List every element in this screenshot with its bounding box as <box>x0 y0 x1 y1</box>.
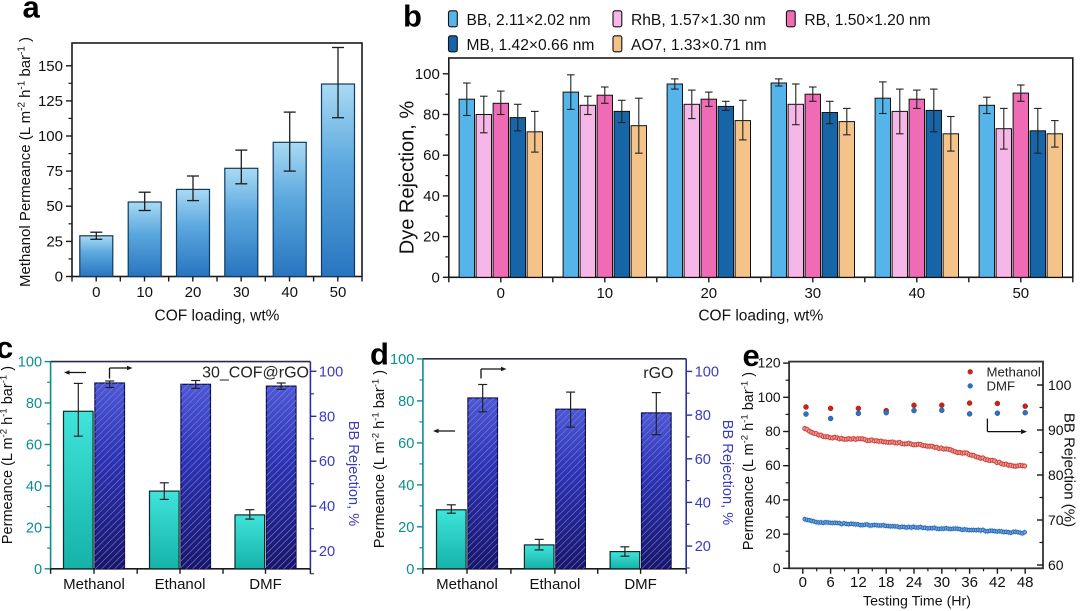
svg-text:80: 80 <box>695 408 711 424</box>
svg-text:AO7, 1.33×0.71 nm: AO7, 1.33×0.71 nm <box>631 37 767 54</box>
svg-text:40: 40 <box>26 479 42 495</box>
svg-text:50: 50 <box>1012 285 1029 302</box>
svg-text:Methanol: Methanol <box>436 576 498 593</box>
svg-text:DMF: DMF <box>624 576 657 593</box>
svg-text:30_COF@rGO: 30_COF@rGO <box>202 365 309 382</box>
svg-text:b: b <box>403 0 422 34</box>
svg-text:60: 60 <box>26 438 42 454</box>
svg-text:70: 70 <box>1048 512 1064 528</box>
svg-text:Methanol: Methanol <box>63 576 125 593</box>
svg-text:60: 60 <box>423 147 440 164</box>
svg-text:40: 40 <box>281 284 298 301</box>
svg-text:80: 80 <box>398 394 414 410</box>
svg-text:100: 100 <box>390 352 414 368</box>
svg-text:6: 6 <box>826 574 834 591</box>
svg-text:MB, 1.42×0.66 nm: MB, 1.42×0.66 nm <box>467 37 595 54</box>
svg-text:30: 30 <box>933 574 950 591</box>
svg-text:40: 40 <box>423 188 440 205</box>
svg-text:20: 20 <box>700 285 717 302</box>
svg-text:36: 36 <box>961 574 978 591</box>
svg-text:Ethanol: Ethanol <box>155 576 206 593</box>
svg-text:0: 0 <box>497 285 505 302</box>
svg-text:a: a <box>23 0 41 25</box>
svg-text:Testing Time (Hr): Testing Time (Hr) <box>863 594 971 610</box>
svg-text:20: 20 <box>319 544 335 560</box>
svg-text:100: 100 <box>758 390 781 405</box>
svg-text:10: 10 <box>136 284 153 301</box>
svg-text:0: 0 <box>431 269 439 286</box>
svg-text:60: 60 <box>765 458 781 473</box>
svg-text:RB, 1.50×1.20 nm: RB, 1.50×1.20 nm <box>804 12 930 29</box>
svg-text:100: 100 <box>18 355 42 371</box>
svg-text:0: 0 <box>34 562 42 578</box>
svg-text:60: 60 <box>1048 557 1064 573</box>
svg-text:0: 0 <box>55 269 63 286</box>
svg-text:80: 80 <box>765 424 781 439</box>
svg-text:100: 100 <box>1048 377 1072 393</box>
svg-text:25: 25 <box>46 233 63 250</box>
svg-text:80: 80 <box>319 409 335 425</box>
svg-text:RhB, 1.57×1.30 nm: RhB, 1.57×1.30 nm <box>631 12 766 29</box>
svg-text:24: 24 <box>906 574 923 591</box>
svg-text:80: 80 <box>423 107 440 124</box>
svg-text:40: 40 <box>398 478 414 494</box>
svg-text:100: 100 <box>38 128 63 145</box>
svg-text:Methanol: Methanol <box>987 365 1041 380</box>
svg-text:20: 20 <box>26 520 42 536</box>
svg-text:40: 40 <box>695 495 711 511</box>
svg-text:100: 100 <box>695 364 719 380</box>
svg-text:60: 60 <box>319 454 335 470</box>
svg-text:Ethanol: Ethanol <box>529 576 580 593</box>
svg-text:e: e <box>743 338 760 373</box>
svg-text:100: 100 <box>415 66 440 83</box>
svg-text:80: 80 <box>26 396 42 412</box>
svg-text:18: 18 <box>878 574 895 591</box>
svg-text:Permeance (L m-2 h-1 bar-1 ): Permeance (L m-2 h-1 bar-1 ) <box>740 372 758 550</box>
svg-text:0: 0 <box>92 284 100 301</box>
svg-text:20: 20 <box>765 527 781 542</box>
svg-text:DMF: DMF <box>987 379 1016 394</box>
svg-text:48: 48 <box>1017 574 1034 591</box>
svg-text:50: 50 <box>330 284 347 301</box>
svg-text:10: 10 <box>596 285 613 302</box>
svg-text:80: 80 <box>1048 467 1064 483</box>
svg-text:Permeance (L m-2 h-1 bar-1 ): Permeance (L m-2 h-1 bar-1 ) <box>0 366 16 544</box>
svg-text:0: 0 <box>799 574 807 591</box>
svg-text:BB Rejection, %: BB Rejection, % <box>345 421 361 526</box>
svg-text:0: 0 <box>406 562 414 578</box>
svg-text:d: d <box>370 337 389 372</box>
svg-text:75: 75 <box>46 163 63 180</box>
svg-text:COF loading, wt%: COF loading, wt% <box>698 308 823 325</box>
svg-text:50: 50 <box>46 198 63 215</box>
svg-text:40: 40 <box>765 492 781 507</box>
svg-text:20: 20 <box>695 539 711 555</box>
svg-text:20: 20 <box>185 284 202 301</box>
svg-text:DMF: DMF <box>249 576 282 593</box>
svg-text:40: 40 <box>908 285 925 302</box>
svg-text:120: 120 <box>758 356 781 371</box>
svg-text:Methanol Permeance (L m-2 h-1: Methanol Permeance (L m-2 h-1 bar-1 ) <box>16 37 34 287</box>
svg-text:125: 125 <box>38 93 63 110</box>
svg-text:BB Rejection (%): BB Rejection (%) <box>1061 413 1078 527</box>
svg-text:BB, 2.11×2.02 nm: BB, 2.11×2.02 nm <box>467 12 591 29</box>
svg-text:Dye Rejection, %: Dye Rejection, % <box>397 101 419 255</box>
svg-text:30: 30 <box>233 284 250 301</box>
svg-text:100: 100 <box>319 364 343 380</box>
svg-text:30: 30 <box>804 285 821 302</box>
svg-text:BB Rejection, %: BB Rejection, % <box>719 420 735 525</box>
svg-text:rGO: rGO <box>643 365 673 382</box>
svg-text:20: 20 <box>423 229 440 246</box>
svg-text:COF loading, wt%: COF loading, wt% <box>155 308 280 325</box>
svg-text:c: c <box>0 330 13 365</box>
svg-text:0: 0 <box>773 561 781 576</box>
svg-text:20: 20 <box>398 520 414 536</box>
svg-text:12: 12 <box>850 574 867 591</box>
svg-text:42: 42 <box>989 574 1006 591</box>
svg-text:60: 60 <box>398 436 414 452</box>
svg-text:150: 150 <box>38 58 63 75</box>
svg-text:40: 40 <box>319 499 335 515</box>
svg-text:90: 90 <box>1048 422 1064 438</box>
svg-text:Permeance (L m-2 h-1 bar-1 ): Permeance (L m-2 h-1 bar-1 ) <box>371 370 389 548</box>
svg-text:60: 60 <box>695 452 711 468</box>
